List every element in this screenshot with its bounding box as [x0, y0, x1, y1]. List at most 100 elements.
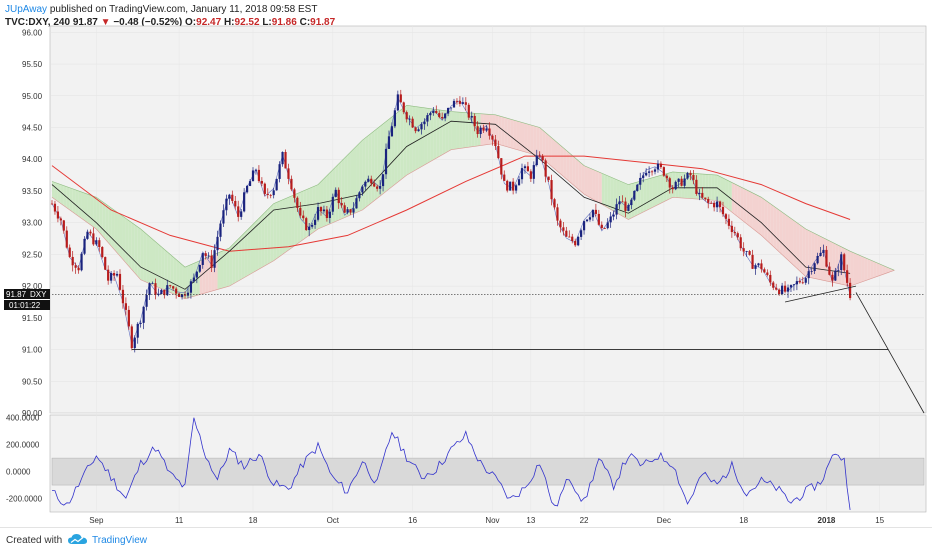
- cloud-segment: [306, 188, 310, 238]
- cloud-segment: [119, 214, 123, 260]
- cloud-segment: [652, 176, 656, 208]
- time-tick-label: 13: [526, 516, 535, 525]
- candle-body: [781, 285, 784, 295]
- candle-body: [423, 121, 426, 125]
- candle-body: [497, 146, 500, 159]
- candle-body: [92, 233, 95, 245]
- candle-body: [819, 252, 822, 256]
- cloud-segment: [604, 174, 608, 208]
- candle-body: [133, 337, 136, 349]
- cloud-segment: [99, 199, 103, 236]
- cloud-segment: [377, 126, 381, 199]
- cloud-segment: [557, 142, 561, 174]
- drawings: [52, 285, 925, 414]
- candle-body: [512, 181, 515, 191]
- candle-body: [281, 151, 284, 165]
- candle-body: [650, 171, 654, 173]
- cloud-segment: [258, 215, 262, 270]
- candle-body: [748, 251, 751, 255]
- cloud-segment: [498, 115, 502, 146]
- cloud-segment: [755, 194, 759, 234]
- last-price-tag: [4, 289, 50, 299]
- candle-body: [656, 163, 660, 170]
- cloud-segment: [864, 257, 868, 281]
- time-tick-label: 22: [580, 516, 589, 525]
- cloud-segment: [303, 189, 307, 240]
- candle-body: [207, 255, 210, 257]
- candle-body: [308, 226, 311, 231]
- candle-body: [517, 179, 521, 186]
- cloud-segment: [728, 181, 732, 213]
- candle-body: [65, 230, 68, 248]
- candle-body: [704, 197, 707, 199]
- candle-body: [837, 270, 840, 271]
- cloud-segment: [876, 262, 880, 277]
- candle-body: [59, 218, 62, 221]
- candle-body: [349, 209, 352, 213]
- cloud-segment: [687, 172, 691, 199]
- candle-body: [668, 178, 671, 188]
- price-pane[interactable]: [49, 25, 927, 414]
- candle-body: [189, 281, 193, 293]
- cloud-segment: [734, 183, 738, 217]
- cloud-segment: [601, 173, 605, 206]
- candle-body: [760, 263, 763, 270]
- candle-body: [293, 189, 296, 198]
- candle-body: [86, 231, 89, 239]
- candle-body: [331, 196, 334, 212]
- candle-body: [562, 227, 565, 231]
- candle-body: [828, 266, 831, 275]
- candle-body: [254, 169, 258, 171]
- cloud-segment: [223, 249, 227, 288]
- candle-body: [603, 228, 606, 229]
- cloud-segment: [737, 185, 741, 220]
- candle-body: [553, 199, 556, 208]
- cloud-segment: [90, 195, 94, 227]
- cloud-segment: [521, 122, 525, 152]
- price-tick-label: 92.50: [22, 250, 43, 259]
- author-link[interactable]: JUpAway: [5, 4, 48, 15]
- candle-body: [444, 113, 447, 119]
- cloud-segment: [52, 181, 55, 200]
- candle-body: [408, 118, 411, 120]
- cloud-segment: [439, 109, 443, 157]
- cloud-segment: [261, 212, 265, 268]
- candle-body: [582, 221, 586, 231]
- candle-body: [568, 236, 571, 238]
- cloud-segment: [63, 185, 67, 208]
- candle-body: [136, 323, 139, 338]
- cci-series: [51, 417, 851, 510]
- chart-canvas[interactable]: 96.00 95.50 95.00 94.50 94.00 93.50 93.00 92.50…: [0, 0, 932, 527]
- last-price-tag-symbol: DXY: [30, 290, 47, 299]
- candle-body: [739, 237, 742, 249]
- candle-body: [110, 273, 113, 281]
- candle-body: [390, 126, 394, 137]
- cloud-segment: [152, 239, 156, 287]
- cloud-segment: [560, 145, 564, 177]
- candle-body: [736, 233, 739, 238]
- cci-tick-label: 0.0000: [6, 468, 31, 477]
- cloud-segment: [117, 212, 120, 257]
- candle-body: [467, 104, 470, 118]
- cloud-segment: [785, 214, 789, 261]
- price-tick-label: 93.50: [22, 187, 43, 196]
- candle-body: [751, 254, 754, 269]
- tradingview-cloud-icon: [68, 534, 88, 544]
- candle-body: [488, 128, 491, 136]
- candle-body: [248, 181, 252, 186]
- last-price: 91.87: [72, 17, 98, 28]
- candle-body: [216, 236, 219, 251]
- candle-body: [334, 189, 337, 197]
- candle-body: [429, 113, 432, 116]
- candle-body: [142, 306, 145, 323]
- cloud-segment: [448, 111, 452, 152]
- candle-body: [597, 213, 600, 225]
- cloud-segment: [418, 106, 422, 169]
- candle-body: [56, 211, 60, 219]
- cloud-segment: [93, 196, 97, 230]
- cloud-segment: [279, 199, 283, 257]
- candle-body: [615, 204, 618, 215]
- tradingview-brand-link[interactable]: TradingView: [92, 535, 148, 546]
- cloud-segment: [288, 196, 292, 251]
- candle-body: [816, 255, 819, 264]
